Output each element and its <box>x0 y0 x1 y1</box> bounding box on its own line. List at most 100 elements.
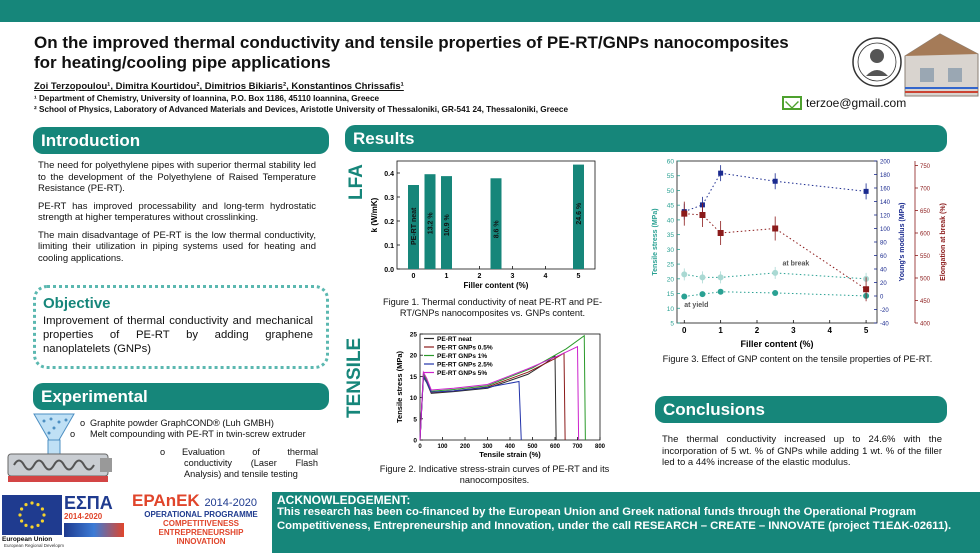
y-tick-label: 180 <box>880 173 891 179</box>
y-tick-label: 5 <box>413 416 417 423</box>
eu-star <box>42 513 46 517</box>
eu-star <box>36 523 40 527</box>
yield-point <box>699 291 706 298</box>
x-tick-label: 3 <box>511 273 515 280</box>
list-item: o Evaluation of thermal conductivity (Las… <box>160 447 318 479</box>
elongation-point <box>717 230 724 236</box>
y-tick-label: 0 <box>880 295 884 301</box>
y-tick-label: 120 <box>880 214 891 220</box>
bar <box>573 164 584 269</box>
modulus-point <box>772 178 778 184</box>
affiliation-2: ² School of Physics, Laboratory of Advan… <box>34 105 569 114</box>
y-tick-label: 750 <box>920 164 931 170</box>
eu-label: European Union <box>2 536 53 543</box>
annotation-at-break: at break <box>782 261 809 268</box>
y-tick-label: 5 <box>670 321 674 328</box>
y-tick-label: 15 <box>410 374 418 381</box>
y-tick-label: 700 <box>920 187 931 193</box>
y-tick-label: 25 <box>410 332 418 339</box>
bar-label: 8.6 % <box>494 220 501 239</box>
x-axis-label: Filler content (%) <box>464 281 529 290</box>
tensile-label: TENSILE <box>344 337 365 418</box>
results-heading: Results <box>345 125 947 152</box>
objective-box <box>33 285 329 369</box>
bar-label: PE-RT neat <box>411 207 418 245</box>
y-tick-label: 160 <box>880 187 891 193</box>
y-tick-label: 50 <box>667 188 675 195</box>
y-tick-label: 55 <box>667 173 675 180</box>
eu-star <box>18 513 22 517</box>
email[interactable]: terzoe@gmail.com <box>782 96 906 110</box>
x-tick-label: 1 <box>718 326 723 335</box>
y-axis-label-left: Tensile stress (MPa) <box>652 208 659 275</box>
x-axis-label: Tensile strain (%) <box>479 450 541 459</box>
y-tick-label: 200 <box>880 160 891 166</box>
poster-title: On the improved thermal conductivity and… <box>34 33 789 72</box>
x-tick-label: 0 <box>412 273 416 280</box>
figure-3-caption: Figure 3. Effect of GNP content on the t… <box>662 354 933 364</box>
y-tick-label: 40 <box>880 268 887 274</box>
introduction-text: The need for polyethylene pipes with sup… <box>38 160 316 270</box>
x-tick-label: 800 <box>595 444 606 450</box>
bar-label: 10.9 % <box>444 214 451 237</box>
legend-entry: PE-RT neat <box>437 336 473 343</box>
y-tick-label: 650 <box>920 209 931 215</box>
affiliation-1: ¹ Department of Chemistry, University of… <box>34 94 380 103</box>
y-tick-label: 450 <box>920 299 931 305</box>
y-axis-label: Tensile stress (MPa) <box>395 351 404 423</box>
modulus-trend-line <box>684 172 867 213</box>
conclusions-text: The thermal conductivity increased up to… <box>662 434 942 468</box>
figure-1-caption: Figure 1. Thermal conductivity of neat P… <box>382 297 603 318</box>
bar <box>490 178 502 269</box>
y-tick-label: 100 <box>880 227 891 233</box>
yield-point <box>717 288 724 295</box>
eu-star <box>36 503 40 507</box>
yield-point <box>681 293 688 300</box>
bar <box>441 176 452 269</box>
y-tick-label: 500 <box>920 277 931 283</box>
x-tick-label: 4 <box>828 326 833 335</box>
y-tick-label: 0.2 <box>384 219 394 226</box>
objective-text: Improvement of thermal conductivity and … <box>43 315 313 355</box>
extruder-illustration <box>7 413 112 482</box>
y-tick-label: 0.3 <box>384 195 394 202</box>
legend-entry: PE-RT GNPs 0.5% <box>437 345 493 352</box>
x-tick-label: 3 <box>791 326 796 335</box>
funding-logos: European Union European Regional Develop… <box>0 492 272 553</box>
elongation-point <box>863 286 870 293</box>
bar-label: 24.6 % <box>576 202 583 225</box>
x-tick-label: 2 <box>478 273 482 280</box>
x-tick-label: 5 <box>577 273 581 280</box>
y-tick-label: 60 <box>880 254 887 260</box>
y-tick-label: 80 <box>880 241 887 247</box>
elongation-point <box>772 225 779 232</box>
break-point <box>699 274 706 281</box>
y-tick-label: 35 <box>667 232 675 239</box>
list-item: o Graphite powder GraphCOND® (Luh GMBH) <box>80 418 274 428</box>
legend-entry: PE-RT GNPs 1% <box>437 353 487 360</box>
eu-star <box>30 525 34 529</box>
acknowledgement-text: This research has been co-financed by th… <box>277 506 952 532</box>
intro-paragraph: PE-RT has improved processability and lo… <box>38 200 316 224</box>
y-tick-label: 20 <box>880 281 887 287</box>
x-axis-label: Filler content (%) <box>740 339 813 349</box>
y-tick-label: 600 <box>920 232 931 238</box>
x-tick-label: 700 <box>572 444 583 450</box>
x-tick-label: 0 <box>682 326 687 335</box>
elongation-trend-line <box>684 213 867 290</box>
acknowledgement-heading: ACKNOWLEDGEMENT: <box>277 493 411 507</box>
series-line <box>419 334 586 441</box>
break-point <box>717 274 724 281</box>
eu-star <box>40 507 44 511</box>
y-tick-label: 45 <box>667 203 675 210</box>
modulus-point <box>718 170 724 176</box>
intro-paragraph: The main disadvantage of PE-RT is the lo… <box>38 229 316 264</box>
figure-2-chart: 0 5 10 15 20 25 0 100 200 300 400 500 600 700 800 PE-RT… <box>395 332 606 460</box>
y-tick-label: 0.1 <box>384 243 394 250</box>
elongation-point <box>699 212 706 218</box>
y-tick-label: 0.4 <box>384 171 394 178</box>
legend-entry: PE-RT GNPs 2.5% <box>437 362 493 369</box>
y-tick-label: 25 <box>667 262 675 269</box>
eu-sub: European Regional Development Fund <box>4 543 82 548</box>
